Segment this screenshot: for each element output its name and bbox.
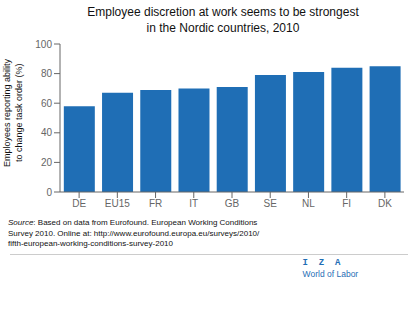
svg-text:EU15: EU15 xyxy=(105,198,130,209)
svg-text:80: 80 xyxy=(41,68,53,79)
svg-text:40: 40 xyxy=(41,128,53,139)
html-text:World of Labor: World of Labor xyxy=(302,269,359,280)
html-text:Employees reporting ability to: Employees reporting ability to change ta… xyxy=(2,58,24,167)
svg-text:DK: DK xyxy=(378,198,392,209)
svg-text:DE: DE xyxy=(72,198,86,209)
svg-text:NL: NL xyxy=(302,198,315,209)
svg-text:FR: FR xyxy=(149,198,162,209)
html-text:Source: Based on data from Eur: Source: Based on data from Eurofound. Eu… xyxy=(8,218,260,248)
svg-text:SE: SE xyxy=(264,198,278,209)
svg-text:IT: IT xyxy=(189,198,198,209)
svg-text:FI: FI xyxy=(342,198,351,209)
svg-text:0: 0 xyxy=(46,187,52,198)
html-text:Employee discretion at work se: Employee discretion at work seems to be … xyxy=(87,5,359,35)
svg-text:20: 20 xyxy=(41,157,53,168)
svg-text:100: 100 xyxy=(35,39,52,50)
svg-text:60: 60 xyxy=(41,98,53,109)
svg-text:GB: GB xyxy=(225,198,240,209)
html-text:I Z A: I Z A xyxy=(302,258,341,269)
